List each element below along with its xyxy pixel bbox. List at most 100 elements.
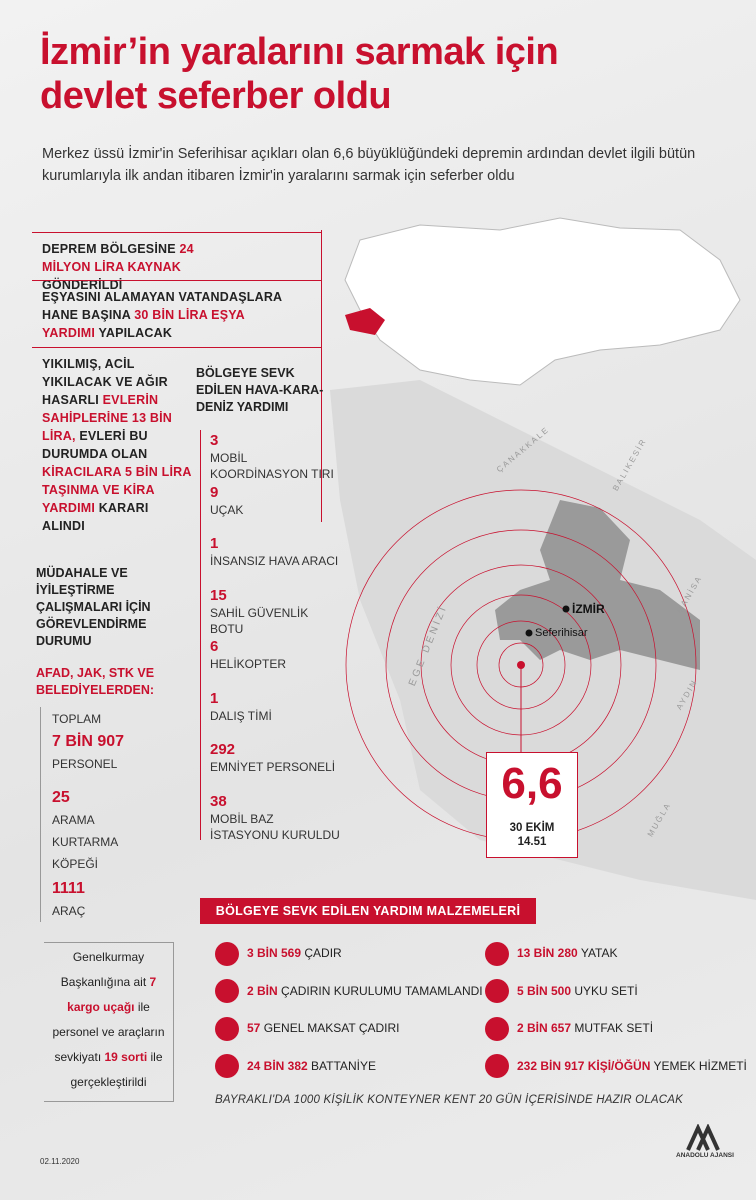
count: 1 — [210, 689, 219, 707]
count: 15 — [210, 586, 227, 604]
count: 7 BİN 907 — [52, 733, 125, 750]
supply-item: 3 BİN 569 ÇADIR — [215, 941, 342, 966]
izmir-dot — [562, 605, 570, 613]
military-box: Genelkurmay Başkanlığına ait 7 kargo uça… — [44, 942, 174, 1102]
text: EŞYASINI ALAMAYAN VATANDAŞLARA HANE BAŞI… — [42, 290, 282, 322]
supplies-title: BÖLGEYE SEVK EDİLEN YARDIM MALZEMELERİ — [200, 898, 536, 924]
supply-item: 5 BİN 500 UYKU SETİ — [485, 979, 638, 1004]
icon — [485, 1054, 509, 1079]
label: GENEL MAKSAT ÇADIRI — [263, 1021, 400, 1035]
icon — [485, 941, 509, 966]
label: ÇADIRIN KURULUMU TAMAMLANDI — [281, 983, 483, 998]
text: ile personel ve araçların sevkiyatı — [52, 1000, 165, 1064]
count: 9 — [210, 483, 219, 501]
highlight: KİRACILARA 5 BİN LİRA TAŞINMA VE KİRA YA… — [42, 465, 192, 515]
text: EVLERİ BU DURUMDA OLAN — [42, 429, 148, 461]
map-label: İZMİR — [572, 602, 605, 616]
text: GÖNDERİLDİ — [42, 278, 123, 292]
amount: 13 BİN 280 — [517, 946, 578, 960]
label: EMNİYET PERSONELİ — [210, 760, 336, 774]
label: ÇADIR — [304, 946, 342, 960]
icon — [485, 1016, 509, 1041]
label: ARAÇ — [52, 904, 86, 918]
highlight: 30 BİN LİRA EŞYA YARDIMI — [42, 308, 245, 340]
label: UYKU SETİ — [574, 983, 638, 998]
label: MUTFAK SETİ — [574, 1021, 654, 1035]
map-label: Seferihisar — [535, 627, 588, 639]
label: SAHİL GÜVENLİK BOTU — [210, 605, 309, 636]
icon — [485, 979, 509, 1004]
highlight: EVLERİN SAHİPLERİNE 13 BİN LİRA, — [42, 393, 173, 443]
seferihisar-dot — [525, 629, 533, 637]
supply-item: 232 BİN 917 KİŞİ/ÖĞÜN YEMEK HİZMETİ — [485, 1054, 747, 1079]
time: 14.51 — [517, 836, 547, 848]
date: 30 EKİM — [509, 822, 555, 834]
supply-item: 24 BİN 382 BATTANİYE — [215, 1054, 376, 1079]
label: UÇAK — [210, 502, 244, 517]
quake-box: 6,6 30 EKİM 14.51 — [486, 752, 578, 858]
highlight: 24 MİLYON LİRA KAYNAK — [42, 242, 194, 274]
agency-name: ANADOLU AJANSI — [676, 1152, 734, 1159]
label: YATAK — [580, 946, 618, 960]
note: BAYRAKLI'DA 1000 KİŞİLİK KONTEYNER KENT … — [215, 1094, 684, 1106]
highlight: 19 sorti — [104, 1050, 148, 1064]
icon — [215, 979, 239, 1004]
magnitude: 6,6 — [501, 759, 563, 808]
title: İzmir’in yaralarını sarmak için devlet s… — [40, 31, 559, 117]
count: 1111 — [52, 880, 85, 897]
agency-logo — [686, 1124, 720, 1151]
text: YAPILACAK — [95, 326, 173, 340]
measure: DEPREM BÖLGESİNE 24 MİLYON LİRA KAYNAK G… — [42, 240, 242, 294]
dispatch-title: BÖLGEYE SEVK EDİLEN HAVA-KARA-DENİZ YARD… — [196, 366, 324, 414]
measure: EŞYASINI ALAMAYAN VATANDAŞLARA HANE BAŞI… — [42, 288, 292, 342]
label: YEMEK HİZMETİ — [653, 1058, 747, 1073]
divider — [32, 280, 322, 281]
label: DALIŞ TİMİ — [210, 708, 272, 723]
subtitle: Merkez üssü İzmir'in Seferihisar açıklar… — [42, 146, 696, 184]
count: 25 — [52, 789, 70, 806]
label: İNSANSIZ HAVA ARACI — [210, 554, 339, 568]
supply-item: 57 GENEL MAKSAT ÇADIRI — [215, 1016, 400, 1041]
icon — [215, 941, 239, 966]
divider — [32, 232, 322, 233]
text: Genelkurmay Başkanlığına ait — [60, 950, 150, 989]
count: 6 — [210, 638, 219, 655]
count: 38 — [210, 792, 227, 810]
personnel-title: MÜDAHALE VE İYİLEŞTİRME ÇALIŞMALARI İÇİN… — [36, 566, 151, 648]
count: 292 — [210, 741, 236, 758]
label: MOBİL BAZ İSTASYONU KURULDU — [210, 811, 340, 842]
turkey-map — [344, 217, 741, 386]
supply-item: 2 BİN 657 MUTFAK SETİ — [485, 1016, 654, 1041]
text: DEPREM BÖLGESİNE — [42, 242, 180, 256]
icon — [215, 1016, 239, 1041]
count: 3 — [210, 432, 219, 449]
izmir-highlight — [345, 308, 385, 335]
amount: 232 BİN 917 KİŞİ/ÖĞÜN — [517, 1058, 651, 1073]
supply-item: 2 BİN ÇADIRIN KURULUMU TAMAMLANDI — [215, 979, 483, 1004]
label: PERSONEL — [52, 757, 118, 771]
personnel-source: AFAD, JAK, STK VE BELEDİYELERDEN: — [36, 666, 155, 697]
supply-item: 13 BİN 280 YATAK — [485, 941, 618, 966]
date: 02.11.2020 — [40, 1157, 80, 1166]
quake-time: 30 EKİM 14.51 — [487, 821, 577, 849]
prefix: TOPLAM — [52, 712, 102, 726]
icon — [215, 1054, 239, 1079]
label: MOBİL KOORDİNASYON TIRI — [210, 451, 334, 481]
highlight: 7 kargo uçağı — [67, 975, 157, 1014]
divider — [40, 707, 41, 922]
divider — [32, 347, 322, 348]
amount: 2 BİN — [247, 983, 278, 998]
text: KARARI ALINDI — [42, 501, 149, 533]
amount: 3 BİN 569 — [247, 946, 302, 960]
izmir-province — [495, 500, 700, 670]
measures-box: DEPREM BÖLGESİNE 24 MİLYON LİRA KAYNAK G… — [32, 230, 322, 533]
measure: YIKILMIŞ, ACİL YIKILACAK VE AĞIR HASARLI… — [42, 355, 192, 535]
count: 1 — [210, 535, 219, 552]
amount: 24 BİN 382 — [247, 1058, 308, 1073]
amount: 5 BİN 500 — [517, 983, 572, 998]
amount: 2 BİN 657 — [517, 1021, 572, 1035]
label: HELİKOPTER — [210, 657, 287, 671]
text: ile gerçekleştirildi — [70, 1050, 163, 1089]
